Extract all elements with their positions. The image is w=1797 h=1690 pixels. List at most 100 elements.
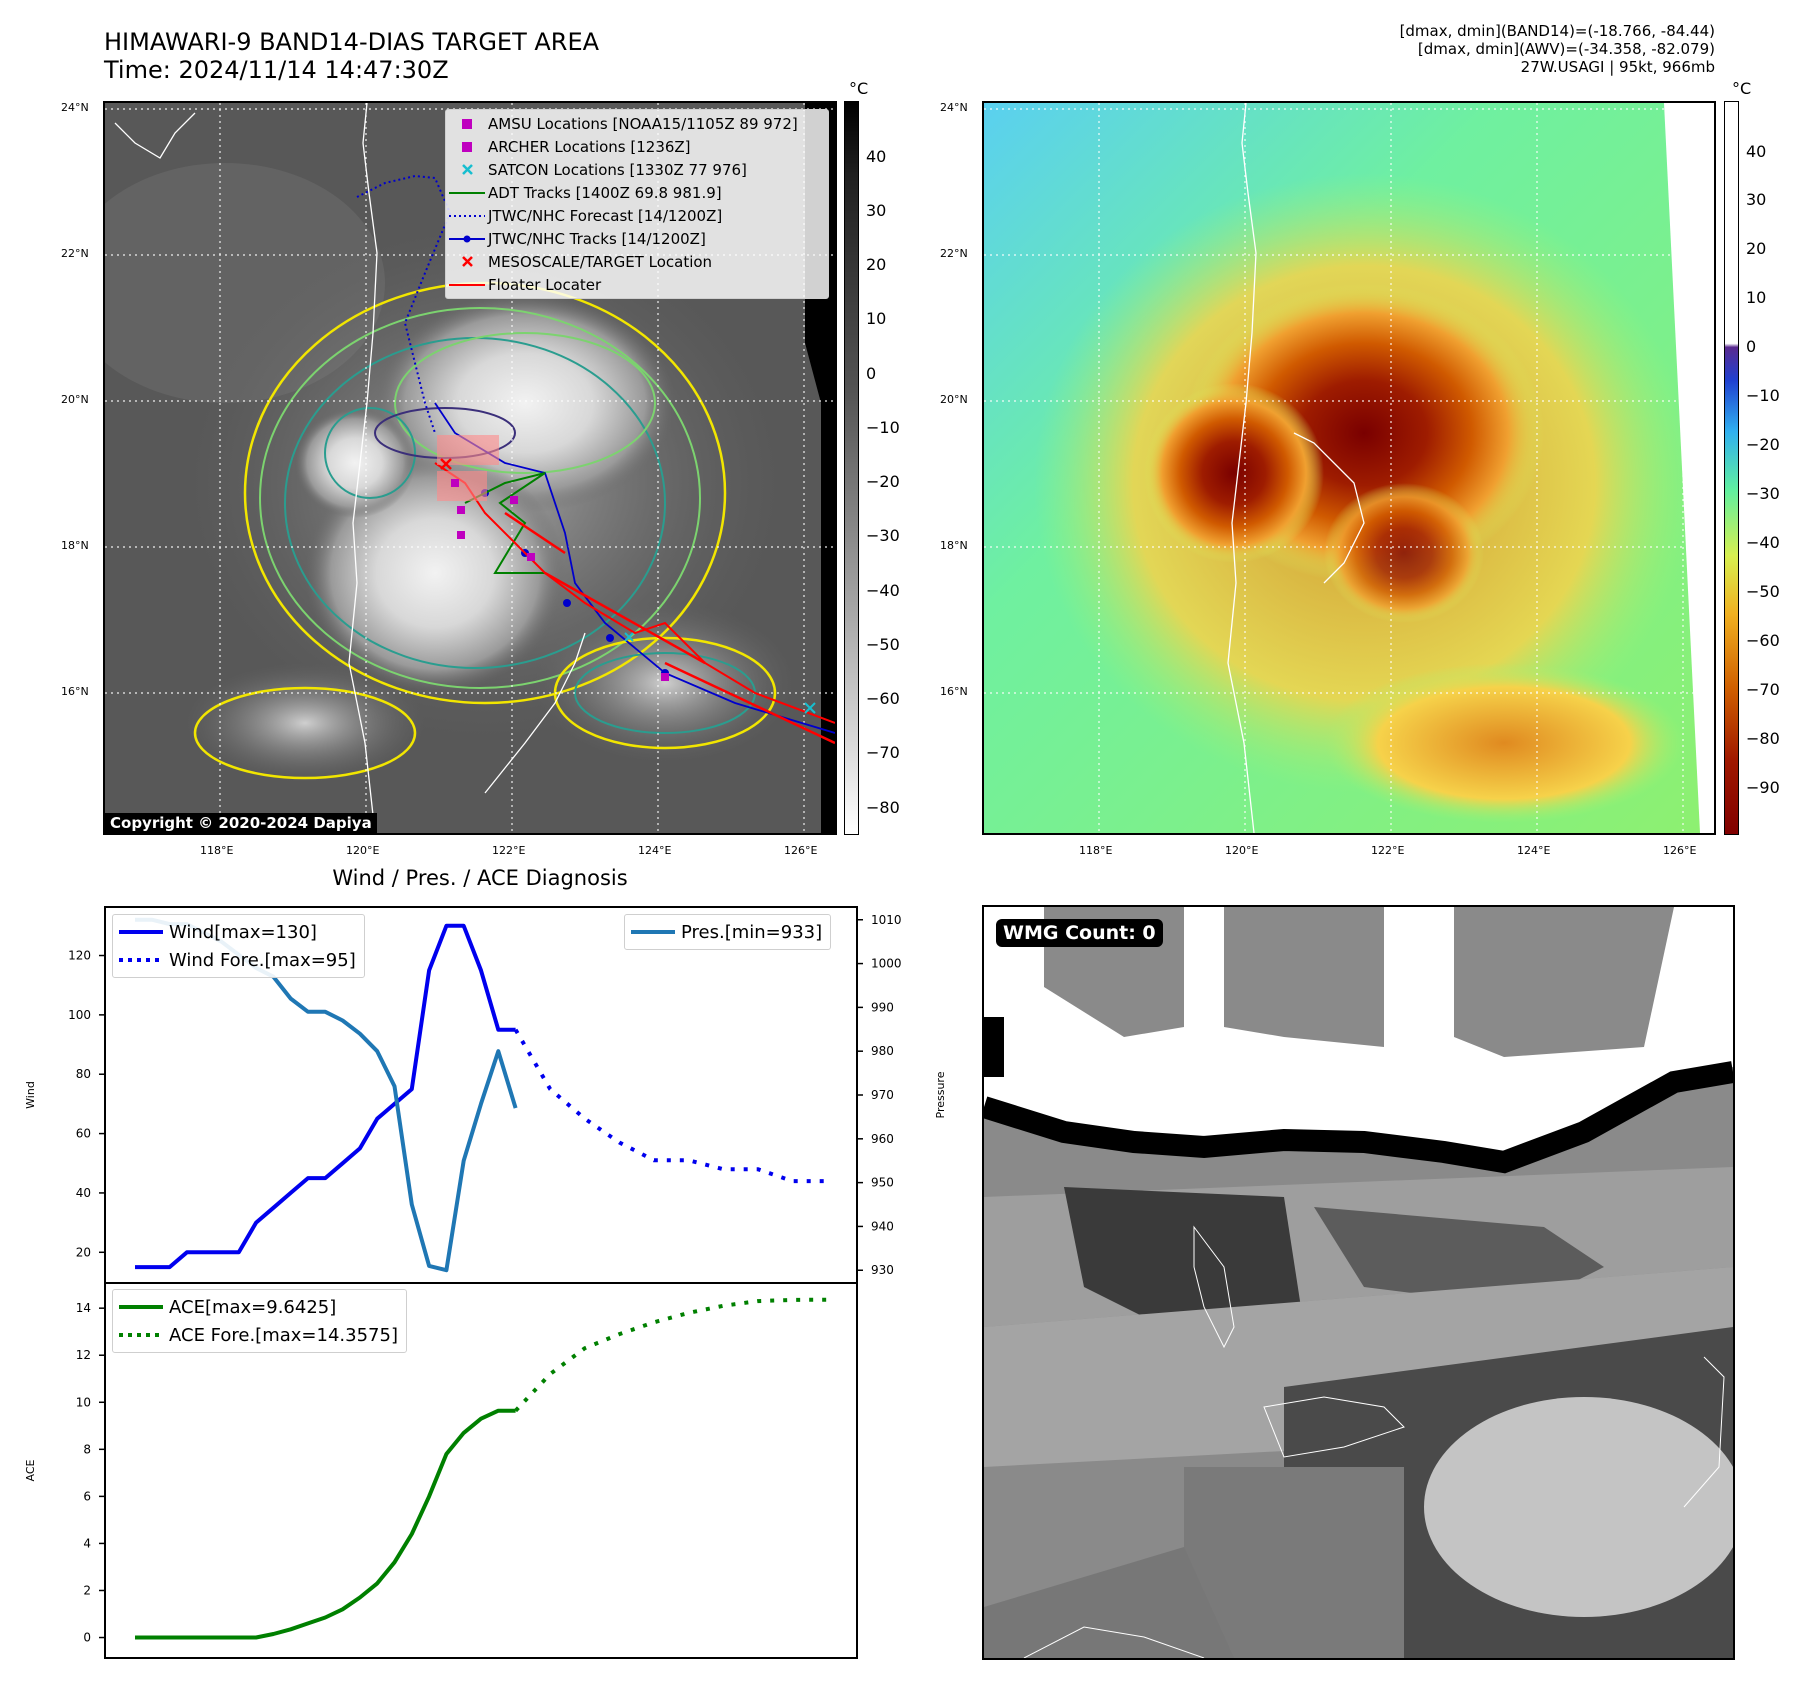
diagnosis-chart: 20406080100120Wind9309409509609709809901… — [24, 906, 947, 1659]
legend-item: ARCHER Locations [1236Z] — [446, 135, 828, 158]
ace-frame — [104, 1282, 858, 1659]
legend-label: ACE[max=9.6425] — [169, 1296, 337, 1318]
wmg-map: WMG Count: 0 — [982, 905, 1735, 1660]
lon-label: 126°E — [784, 844, 818, 857]
legend-label: Floater Locater — [488, 275, 602, 294]
storm-info-line2: [dmax, dmin](AWV)=(-34.358, -82.079) — [1417, 40, 1715, 58]
series-line-ace — [135, 1408, 516, 1640]
legend-label: ACE Fore.[max=14.3575] — [169, 1324, 398, 1346]
legend-item: ACE[max=9.6425] — [113, 1293, 406, 1321]
line-marker-icon — [113, 1304, 169, 1310]
legend-label: AMSU Locations [NOAA15/1105Z 89 972] — [488, 114, 798, 133]
lat-label: 22°N — [61, 247, 89, 260]
y-right-tick-label: 940 — [871, 1219, 894, 1233]
colorbar-tick: 30 — [1746, 190, 1767, 209]
legend-item: MESOSCALE/TARGET Location — [446, 250, 828, 273]
dot-line-icon — [446, 235, 488, 243]
y-tick-label: 4 — [83, 1536, 91, 1550]
colorbar-tick: 40 — [1746, 142, 1767, 161]
legend-item: JTWC/NHC Tracks [14/1200Z] — [446, 227, 828, 250]
y-axis-label: ACE — [24, 1459, 37, 1481]
lat-label: 20°N — [940, 393, 968, 406]
storm-info-line3: 27W.USAGI | 95kt, 966mb — [1520, 58, 1715, 76]
x-marker-icon — [446, 256, 488, 267]
legend-item: SATCON Locations [1330Z 77 976] — [446, 158, 828, 181]
lat-label: 18°N — [940, 539, 968, 552]
storm-info-line1: [dmax, dmin](BAND14)=(-18.766, -84.44) — [1399, 22, 1715, 40]
colorbar-tick: 0 — [866, 364, 877, 383]
colorbar-tick: −80 — [866, 798, 900, 817]
y-tick-label: 6 — [83, 1489, 91, 1503]
y-tick-label: 10 — [76, 1395, 91, 1409]
wv-satellite-map — [982, 101, 1716, 835]
legend-label: JTWC/NHC Forecast [14/1200Z] — [488, 206, 723, 225]
y-right-tick-label: 960 — [871, 1132, 894, 1146]
dotted-line-icon — [446, 213, 488, 219]
legend-item: AMSU Locations [NOAA15/1105Z 89 972] — [446, 112, 828, 135]
x-marker-icon — [446, 164, 488, 175]
y-right-tick-label: 930 — [871, 1263, 894, 1277]
legend-item: Pres.[min=933] — [625, 918, 830, 946]
ir-colorbar-unit: °C — [849, 79, 869, 98]
lon-label: 120°E — [346, 844, 380, 857]
wv-colorbar-unit: °C — [1732, 79, 1752, 98]
y-tick-label: 80 — [76, 1067, 91, 1081]
colorbar-tick: 10 — [866, 309, 887, 328]
lon-label: 126°E — [1663, 844, 1697, 857]
dotted-line-icon — [113, 957, 169, 963]
y-tick-label: 100 — [68, 1008, 91, 1022]
y-tick-label: 60 — [76, 1127, 91, 1141]
legend-label: MESOSCALE/TARGET Location — [488, 252, 713, 271]
colorbar-tick: −70 — [1746, 680, 1780, 699]
y-right-tick-label: 1010 — [871, 913, 902, 927]
legend-label: Wind[max=130] — [169, 921, 317, 943]
wv-imagery — [984, 103, 1714, 833]
colorbar-tick: 40 — [866, 147, 887, 166]
y-right-axis-label: Pressure — [934, 1071, 947, 1118]
colorbar-tick: −40 — [866, 581, 900, 600]
y-right-tick-label: 990 — [871, 1000, 894, 1014]
wmg-count-label: WMG Count: 0 — [996, 919, 1163, 947]
legend-item: Wind[max=130] — [113, 918, 364, 946]
square-marker-icon — [446, 141, 488, 152]
colorbar-tick: 20 — [1746, 239, 1767, 258]
lon-label: 118°E — [200, 844, 234, 857]
line-marker-icon — [625, 929, 681, 935]
colorbar-tick: −20 — [866, 472, 900, 491]
legend-label: ADT Tracks [1400Z 69.8 981.9] — [488, 183, 722, 202]
storm-info: [dmax, dmin](BAND14)=(-18.766, -84.44) [… — [1400, 22, 1715, 76]
legend-item: ADT Tracks [1400Z 69.8 981.9] — [446, 181, 828, 204]
ir-colorbar — [844, 101, 859, 835]
copyright-label: Copyright © 2020-2024 Dapiya — [105, 813, 377, 833]
y-axis-label: Wind — [24, 1081, 37, 1109]
lon-label: 124°E — [638, 844, 672, 857]
lon-label: 120°E — [1225, 844, 1259, 857]
lat-label: 16°N — [940, 685, 968, 698]
legend-item: ACE Fore.[max=14.3575] — [113, 1321, 406, 1349]
legend-item: Floater Locater — [446, 273, 828, 296]
lat-label: 22°N — [940, 247, 968, 260]
colorbar-tick: −30 — [1746, 484, 1780, 503]
colorbar-tick: −60 — [866, 689, 900, 708]
y-tick-label: 120 — [68, 949, 91, 963]
lat-label: 16°N — [61, 685, 89, 698]
colorbar-tick: 30 — [866, 201, 887, 220]
y-tick-label: 12 — [76, 1348, 91, 1362]
colorbar-tick: −30 — [866, 526, 900, 545]
series-line-ace-fore — [514, 1297, 828, 1413]
lon-label: 122°E — [492, 844, 526, 857]
colorbar-tick: −40 — [1746, 533, 1780, 552]
lon-label: 118°E — [1079, 844, 1113, 857]
colorbar-tick: 10 — [1746, 288, 1767, 307]
wmg-imagery — [984, 907, 1733, 1658]
legend-label: JTWC/NHC Tracks [14/1200Z] — [488, 229, 706, 248]
figure-title: HIMAWARI-9 BAND14-DIAS TARGET AREA Time:… — [104, 28, 599, 84]
colorbar-tick: −90 — [1746, 778, 1780, 797]
line-marker-icon — [113, 929, 169, 935]
y-tick-label: 40 — [76, 1186, 91, 1200]
line-marker-icon — [446, 190, 488, 196]
series-line-wind-fore — [513, 1028, 827, 1184]
lat-label: 18°N — [61, 539, 89, 552]
series-line-wind — [135, 923, 516, 1270]
colorbar-tick: 20 — [866, 255, 887, 274]
